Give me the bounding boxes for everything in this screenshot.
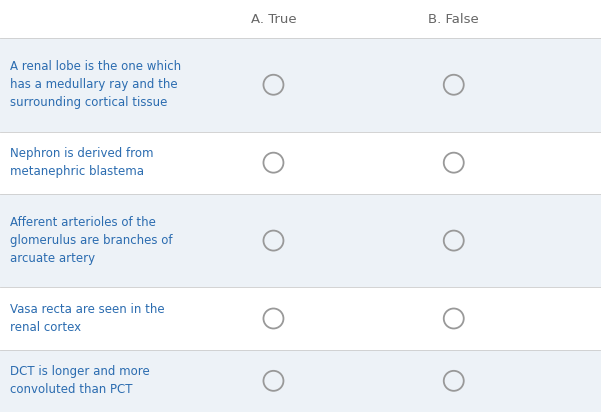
Bar xyxy=(0,194,601,287)
Bar xyxy=(0,0,601,38)
Bar xyxy=(0,131,601,194)
Text: B. False: B. False xyxy=(429,12,479,26)
Text: Nephron is derived from
metanephric blastema: Nephron is derived from metanephric blas… xyxy=(10,147,153,178)
Text: A. True: A. True xyxy=(251,12,296,26)
Bar xyxy=(0,287,601,350)
Text: DCT is longer and more
convoluted than PCT: DCT is longer and more convoluted than P… xyxy=(10,365,150,396)
Bar xyxy=(0,38,601,131)
Text: Vasa recta are seen in the
renal cortex: Vasa recta are seen in the renal cortex xyxy=(10,303,165,334)
Text: Afferent arterioles of the
glomerulus are branches of
arcuate artery: Afferent arterioles of the glomerulus ar… xyxy=(10,216,172,265)
Bar xyxy=(0,350,601,412)
Text: A renal lobe is the one which
has a medullary ray and the
surrounding cortical t: A renal lobe is the one which has a medu… xyxy=(10,60,181,109)
